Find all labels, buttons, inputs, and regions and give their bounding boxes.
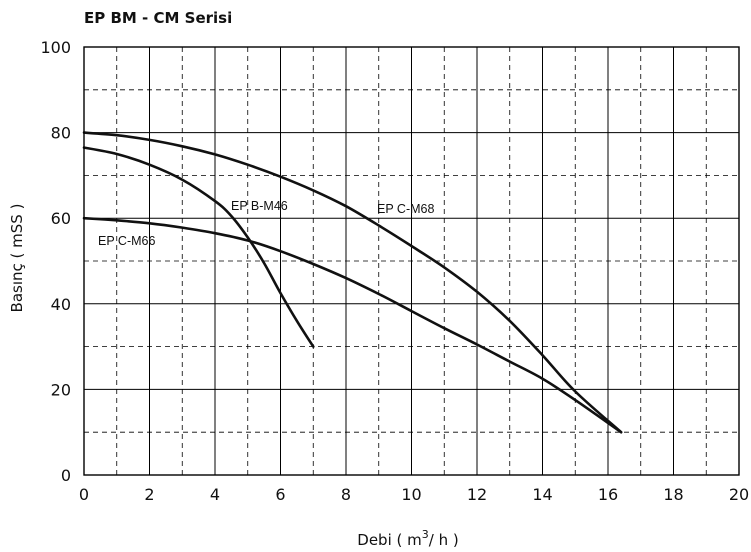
- x-tick-label: 16: [598, 485, 618, 504]
- series-label-ep-b-m46: EP B-M46: [231, 199, 288, 213]
- x-axis-label-prefix: Debi ( m: [357, 531, 421, 549]
- series-label-ep-c-m66: EP C-M66: [98, 234, 155, 248]
- x-tick-label: 12: [467, 485, 487, 504]
- x-tick-label: 0: [79, 485, 89, 504]
- y-tick-label: 80: [51, 124, 71, 143]
- x-tick-label: 10: [401, 485, 421, 504]
- series-line-ep-c-m66: [82, 216, 623, 434]
- x-tick-label: 14: [532, 485, 552, 504]
- x-tick-label: 8: [341, 485, 351, 504]
- major-gridlines: [84, 47, 739, 475]
- series-line-ep-c-m68: [82, 131, 623, 434]
- y-tick-label: 40: [51, 295, 71, 314]
- x-tick-label: 18: [663, 485, 683, 504]
- x-axis-label-suffix: / h ): [429, 531, 459, 549]
- series-curves: [82, 131, 623, 434]
- x-axis-label-superscript: 3: [422, 528, 429, 541]
- y-tick-label: 60: [51, 209, 71, 228]
- x-tick-label: 2: [144, 485, 154, 504]
- y-tick-labels: 0 20 40 60 80 100: [40, 38, 71, 485]
- plot-frame: [83, 46, 740, 476]
- chart-title: EP BM - CM Serisi: [84, 9, 232, 27]
- y-tick-label: 0: [61, 466, 71, 485]
- x-tick-label: 20: [729, 485, 749, 504]
- x-tick-labels: 0 2 4 6 8 10 12 14 16 18 20: [79, 485, 749, 504]
- x-tick-label: 4: [210, 485, 220, 504]
- y-tick-label: 100: [40, 38, 71, 57]
- x-tick-label: 6: [275, 485, 285, 504]
- series-line-ep-b-m46: [82, 146, 315, 348]
- y-tick-label: 20: [51, 380, 71, 399]
- series-labels: EP C-M66 EP B-M46 EP C-M68: [98, 199, 434, 248]
- series-label-ep-c-m68: EP C-M68: [377, 202, 434, 216]
- x-axis-label: Debi ( m3/ h ): [357, 528, 458, 549]
- y-axis-label: Basınç ( mSS ): [8, 204, 26, 313]
